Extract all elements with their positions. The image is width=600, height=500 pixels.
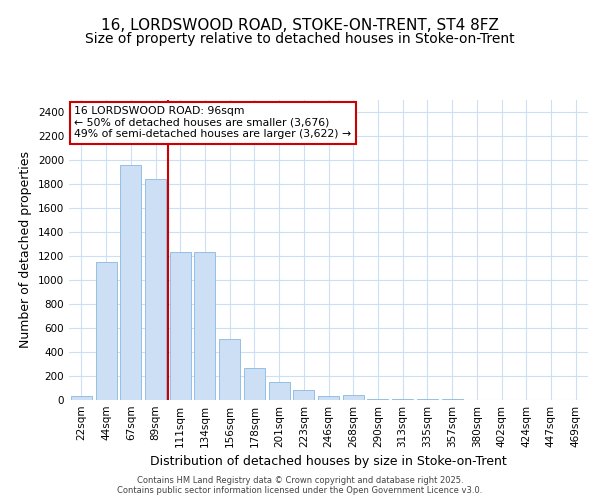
- Bar: [219, 339, 240, 400]
- Text: 16, LORDSWOOD ROAD, STOKE-ON-TRENT, ST4 8FZ: 16, LORDSWOOD ROAD, STOKE-ON-TRENT, ST4 …: [101, 18, 499, 32]
- Bar: [95, 262, 116, 400]
- Text: 16 LORDSWOOD ROAD: 96sqm
← 50% of detached houses are smaller (3,676)
49% of sem: 16 LORDSWOOD ROAD: 96sqm ← 50% of detach…: [74, 106, 352, 139]
- Bar: [392, 399, 413, 400]
- Text: Contains HM Land Registry data © Crown copyright and database right 2025.
Contai: Contains HM Land Registry data © Crown c…: [118, 476, 482, 495]
- Bar: [367, 399, 388, 400]
- Y-axis label: Number of detached properties: Number of detached properties: [19, 152, 32, 348]
- Bar: [194, 252, 215, 400]
- Bar: [269, 382, 290, 400]
- Bar: [343, 395, 364, 400]
- Text: Size of property relative to detached houses in Stoke-on-Trent: Size of property relative to detached ho…: [85, 32, 515, 46]
- Bar: [318, 396, 339, 400]
- Bar: [293, 390, 314, 400]
- Bar: [145, 179, 166, 400]
- X-axis label: Distribution of detached houses by size in Stoke-on-Trent: Distribution of detached houses by size …: [150, 456, 507, 468]
- Bar: [120, 165, 141, 400]
- Bar: [71, 396, 92, 400]
- Bar: [170, 252, 191, 400]
- Bar: [244, 368, 265, 400]
